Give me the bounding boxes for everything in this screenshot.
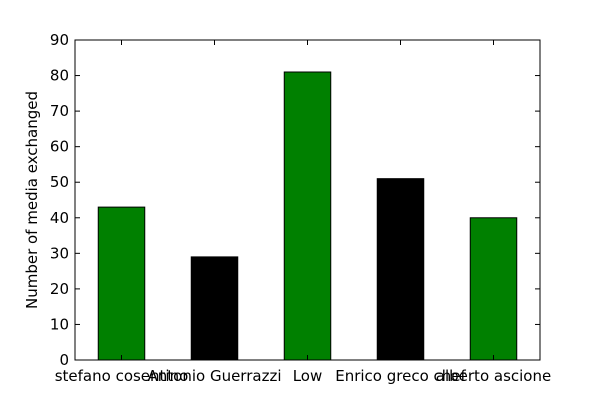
bar-1 xyxy=(190,256,239,361)
y-tick-label-9: 90 xyxy=(50,31,69,49)
y-tick-label-1: 10 xyxy=(50,315,69,333)
y-tick-label-4: 40 xyxy=(50,209,69,227)
y-tick-label-3: 30 xyxy=(50,244,69,262)
y-tick-label-8: 80 xyxy=(50,67,69,85)
x-tick-label-2: Low xyxy=(293,367,323,385)
x-tick-label-0: stefano cosentino xyxy=(55,367,189,385)
y-axis-label: Number of media exchanged xyxy=(23,91,41,309)
x-tick-label-4: alberto ascione xyxy=(436,367,551,385)
y-tick-label-7: 70 xyxy=(50,102,69,120)
bar-2 xyxy=(283,71,332,361)
y-tick-label-0: 0 xyxy=(59,351,69,369)
bar-4 xyxy=(469,217,518,361)
y-tick-label-5: 50 xyxy=(50,173,69,191)
bar-0 xyxy=(97,206,146,361)
y-tick-label-6: 60 xyxy=(50,138,69,156)
bar-3 xyxy=(376,178,425,361)
x-tick-label-3: Enrico greco chef xyxy=(335,367,466,385)
y-tick-label-2: 20 xyxy=(50,280,69,298)
y-axis-ticks: 0 10 20 30 40 50 60 70 80 90 xyxy=(50,31,540,369)
x-tick-label-1: Antonio Guerrazzi xyxy=(148,367,282,385)
bars-layer xyxy=(97,71,518,361)
